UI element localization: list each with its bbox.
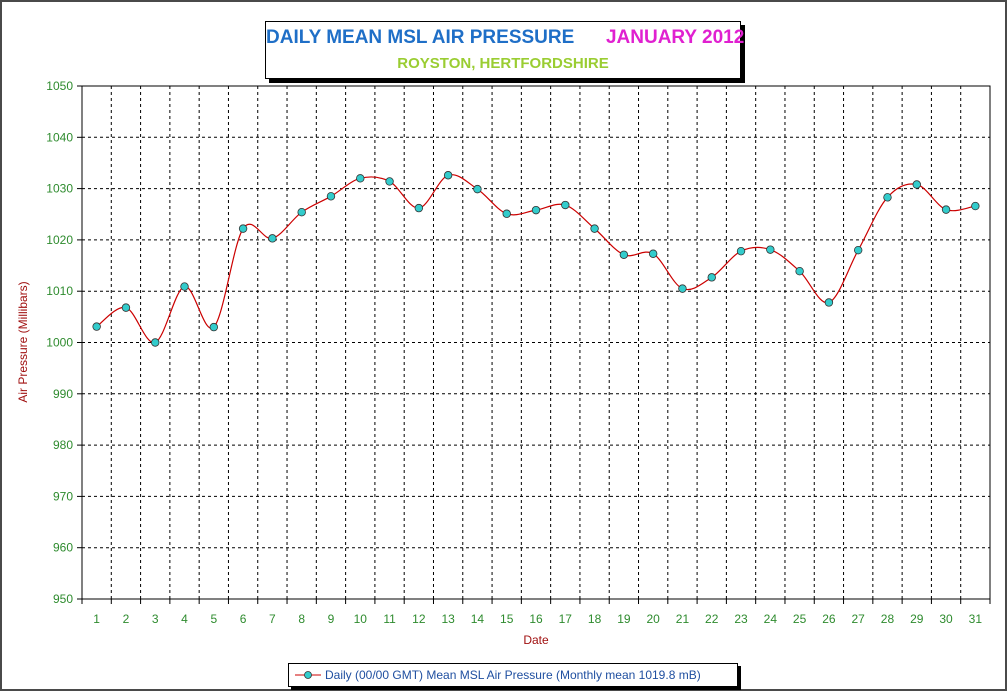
x-tick-label: 14 (471, 612, 485, 626)
data-point (561, 200, 570, 210)
x-tick-label: 27 (852, 612, 866, 626)
x-tick-label: 17 (559, 612, 573, 626)
data-point (853, 245, 863, 255)
y-tick-label: 990 (53, 387, 73, 401)
data-point (824, 298, 834, 307)
x-tick-label: 16 (529, 612, 543, 626)
data-point (941, 205, 951, 214)
x-tick-label: 23 (734, 612, 748, 626)
chart-title: DAILY MEAN MSL AIR PRESSURE (266, 27, 575, 48)
y-axis-label: Air Pressure (Millibars) (16, 281, 30, 402)
x-tick-label: 1 (93, 612, 100, 626)
data-point (268, 234, 277, 243)
data-point (766, 245, 775, 254)
grid-layer (82, 86, 990, 599)
y-tick-label: 1000 (46, 336, 73, 350)
x-tick-label: 29 (910, 612, 924, 626)
x-axis-label: Date (523, 633, 549, 647)
data-point (238, 224, 248, 233)
x-tick-label: 6 (240, 612, 247, 626)
x-tick-label: 24 (764, 612, 778, 626)
axis-layer: 9509609709809901000101010201030104010501… (46, 79, 991, 626)
data-point (121, 303, 131, 312)
x-tick-label: 5 (210, 612, 217, 626)
data-point (912, 180, 921, 189)
title-line: DAILY MEAN MSL AIR PRESSURE JANUARY 2012 (266, 27, 744, 49)
x-tick-label: 2 (123, 612, 130, 626)
y-tick-label: 970 (53, 489, 73, 503)
title-box: DAILY MEAN MSL AIR PRESSURE JANUARY 2012… (265, 21, 744, 79)
x-tick-label: 13 (441, 612, 455, 626)
data-point (502, 209, 511, 218)
x-tick-label: 26 (822, 612, 836, 626)
x-tick-label: 25 (793, 612, 807, 626)
data-point (443, 171, 453, 180)
data-point (385, 177, 394, 186)
plot-area-border (81, 85, 991, 600)
data-point (795, 266, 804, 276)
data-point (531, 205, 541, 215)
x-tick-label: 20 (646, 612, 660, 626)
data-point (326, 192, 336, 201)
data-point (736, 246, 746, 256)
x-tick-label: 15 (500, 612, 514, 626)
chart-title-period: JANUARY 2012 (605, 27, 745, 48)
y-tick-label: 960 (53, 541, 73, 555)
data-point (92, 322, 101, 331)
x-tick-label: 31 (969, 612, 983, 626)
x-tick-label: 21 (676, 612, 690, 626)
data-point (619, 250, 629, 259)
data-point (414, 203, 424, 213)
x-tick-label: 4 (181, 612, 188, 626)
data-point (707, 273, 716, 282)
x-tick-label: 9 (328, 612, 335, 626)
y-tick-label: 1050 (46, 79, 73, 93)
x-tick-label: 30 (939, 612, 953, 626)
x-tick-label: 18 (588, 612, 602, 626)
x-tick-label: 11 (383, 612, 396, 626)
chart-subtitle: ROYSTON, HERTFORDSHIRE (397, 55, 609, 72)
x-tick-label: 19 (617, 612, 631, 626)
data-point (648, 249, 658, 258)
x-tick-label: 28 (881, 612, 895, 626)
data-point (971, 201, 980, 211)
data-point (209, 322, 219, 332)
series-layer (96, 174, 976, 344)
data-point (678, 284, 687, 293)
data-point (590, 224, 599, 233)
y-tick-label: 1020 (46, 233, 73, 247)
series-line-0 (96, 174, 976, 344)
legend-marker-icon (295, 671, 321, 679)
data-point (883, 193, 892, 202)
legend-entry: Daily (00/00 GMT) Mean MSL Air Pressure … (325, 668, 701, 682)
y-tick-label: 980 (53, 438, 73, 452)
data-point (180, 282, 189, 291)
y-tick-label: 1030 (46, 182, 73, 196)
data-point (151, 338, 160, 347)
data-point (356, 174, 365, 183)
x-tick-label: 12 (412, 612, 426, 626)
data-point (297, 207, 306, 217)
marker-layer (92, 171, 980, 347)
x-tick-label: 8 (298, 612, 305, 626)
data-point (473, 184, 482, 194)
y-tick-label: 1010 (46, 284, 73, 298)
y-tick-label: 950 (53, 592, 73, 606)
x-tick-label: 22 (705, 612, 719, 626)
legend: Daily (00/00 GMT) Mean MSL Air Pressure … (288, 663, 738, 687)
y-tick-label: 1040 (46, 130, 73, 144)
x-tick-label: 10 (354, 612, 368, 626)
x-tick-label: 3 (152, 612, 159, 626)
x-tick-label: 7 (269, 612, 276, 626)
